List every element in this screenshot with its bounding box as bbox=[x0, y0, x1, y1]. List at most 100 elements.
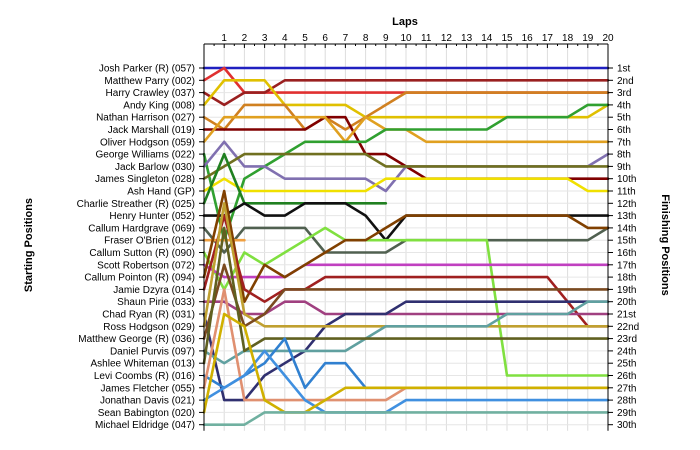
start-position-label: Andy King (008) bbox=[123, 100, 195, 111]
driver-line-17 bbox=[202, 263, 610, 279]
driver-line-30 bbox=[202, 411, 610, 427]
finish-position-label: 12th bbox=[617, 199, 636, 210]
driver-line-12 bbox=[202, 152, 388, 205]
x-tick-label: 13 bbox=[461, 33, 473, 44]
finish-position-label: 8th bbox=[617, 150, 631, 161]
finish-position-label: 5th bbox=[617, 113, 631, 124]
x-tick-label: 6 bbox=[322, 33, 328, 44]
finish-position-label: 7th bbox=[617, 137, 631, 148]
driver-line-16 bbox=[202, 226, 610, 377]
finish-position-label: 26th bbox=[617, 371, 636, 382]
x-axis-title: Laps bbox=[392, 16, 418, 28]
start-position-label: Callum Sutton (R) (090) bbox=[89, 248, 195, 259]
y-axis-title-right: Finishing Positions bbox=[659, 194, 671, 295]
start-position-label: James Fletcher (055) bbox=[101, 383, 195, 394]
start-position-label: Shaun Pirie (033) bbox=[117, 297, 195, 308]
start-position-label: Fraser O'Brien (012) bbox=[104, 236, 195, 247]
finish-position-label: 9th bbox=[617, 162, 631, 173]
start-position-label: Charlie Streather (R) (025) bbox=[77, 199, 195, 210]
y-axis-title-left: Starting Positions bbox=[23, 198, 35, 292]
start-position-label: Henry Hunter (052) bbox=[109, 211, 195, 222]
x-tick-label: 3 bbox=[262, 33, 268, 44]
series-layer bbox=[202, 66, 610, 427]
finish-position-label: 11th bbox=[617, 187, 636, 198]
start-position-label: Harry Crawley (037) bbox=[106, 88, 195, 99]
start-position-label: Levi Coombs (R) (016) bbox=[94, 371, 195, 382]
finish-position-label: 6th bbox=[617, 125, 631, 136]
driver-line-8 bbox=[202, 103, 610, 242]
start-position-label: Jack Marshall (019) bbox=[108, 125, 195, 136]
x-tick-label: 16 bbox=[522, 33, 534, 44]
driver-line-23 bbox=[202, 263, 610, 340]
finish-position-label: 10th bbox=[617, 174, 636, 185]
finish-position-label: 29th bbox=[617, 408, 636, 419]
finish-position-label: 14th bbox=[617, 223, 636, 234]
start-position-label: James Singleton (028) bbox=[95, 174, 195, 185]
driver-line-10 bbox=[202, 152, 610, 180]
driver-line-21 bbox=[202, 300, 610, 402]
finish-position-label: 16th bbox=[617, 248, 636, 259]
x-tick-label: 15 bbox=[501, 33, 513, 44]
x-tick-label: 18 bbox=[562, 33, 574, 44]
start-position-label: Sean Babington (020) bbox=[98, 408, 195, 419]
start-position-label: Callum Pointon (R) (094) bbox=[84, 273, 195, 284]
finish-position-label: 15th bbox=[617, 236, 636, 247]
x-tick-label: 20 bbox=[602, 33, 614, 44]
x-tick-label: 10 bbox=[400, 33, 412, 44]
start-position-label: Nathan Harrison (027) bbox=[96, 113, 195, 124]
start-position-label: Matthew George (R) (036) bbox=[78, 334, 195, 345]
finish-position-label: 20th bbox=[617, 297, 636, 308]
finish-position-label: 3rd bbox=[617, 88, 631, 99]
finish-position-label: 22nd bbox=[617, 322, 639, 333]
x-tick-label: 5 bbox=[302, 33, 308, 44]
finish-position-label: 18th bbox=[617, 273, 636, 284]
driver-line-28 bbox=[202, 349, 610, 414]
finish-position-label: 2nd bbox=[617, 76, 634, 87]
x-tick-label: 1 bbox=[221, 33, 227, 44]
x-tick-label: 7 bbox=[343, 33, 349, 44]
x-tick-label: 14 bbox=[481, 33, 493, 44]
start-position-label: Michael Eldridge (047) bbox=[95, 420, 195, 431]
start-position-label: Ross Hodgson (029) bbox=[103, 322, 195, 333]
finish-position-label: 17th bbox=[617, 260, 636, 271]
driver-line-24 bbox=[202, 300, 610, 365]
driver-line-29 bbox=[202, 312, 610, 414]
driver-line-5 bbox=[202, 91, 610, 131]
finish-position-label: 30th bbox=[617, 420, 636, 431]
x-tick-label: 2 bbox=[242, 33, 248, 44]
finish-position-label: 19th bbox=[617, 285, 636, 296]
x-tick-label: 17 bbox=[542, 33, 554, 44]
start-position-label: George Williams (022) bbox=[96, 150, 195, 161]
x-tick-label: 9 bbox=[383, 33, 389, 44]
finish-position-label: 1st bbox=[617, 64, 631, 75]
start-position-label: Matthew Parry (002) bbox=[104, 76, 195, 87]
finish-position-label: 23rd bbox=[617, 334, 637, 345]
start-position-label: Callum Hardgrave (069) bbox=[88, 223, 195, 234]
start-position-label: Chad Ryan (R) (031) bbox=[102, 310, 195, 321]
start-position-label: Jonathan Davis (021) bbox=[100, 396, 195, 407]
finish-position-label: 13th bbox=[617, 211, 636, 222]
start-position-label: Josh Parker (R) (057) bbox=[99, 64, 195, 75]
x-tick-label: 12 bbox=[441, 33, 453, 44]
finish-position-label: 25th bbox=[617, 359, 636, 370]
start-position-label: Ash Hand (GP) bbox=[127, 187, 195, 198]
start-position-label: Jamie Dzyra (014) bbox=[113, 285, 195, 296]
x-tick-label: 11 bbox=[421, 33, 432, 44]
start-position-label: Daniel Purvis (097) bbox=[110, 346, 195, 357]
driver-line-19 bbox=[202, 214, 610, 328]
driver-line-11 bbox=[202, 177, 610, 193]
finish-position-label: 28th bbox=[617, 396, 636, 407]
start-position-label: Ashlee Whiteman (013) bbox=[91, 359, 196, 370]
x-tick-label: 8 bbox=[363, 33, 369, 44]
finish-position-label: 21st bbox=[617, 310, 636, 321]
x-tick-label: 4 bbox=[282, 33, 288, 44]
finish-position-label: 27th bbox=[617, 383, 636, 394]
driver-line-18 bbox=[202, 189, 610, 304]
finish-position-label: 24th bbox=[617, 346, 636, 357]
x-tick-label: 19 bbox=[582, 33, 594, 44]
start-position-label: Oliver Hodgson (059) bbox=[100, 137, 195, 148]
finish-position-label: 4th bbox=[617, 100, 631, 111]
